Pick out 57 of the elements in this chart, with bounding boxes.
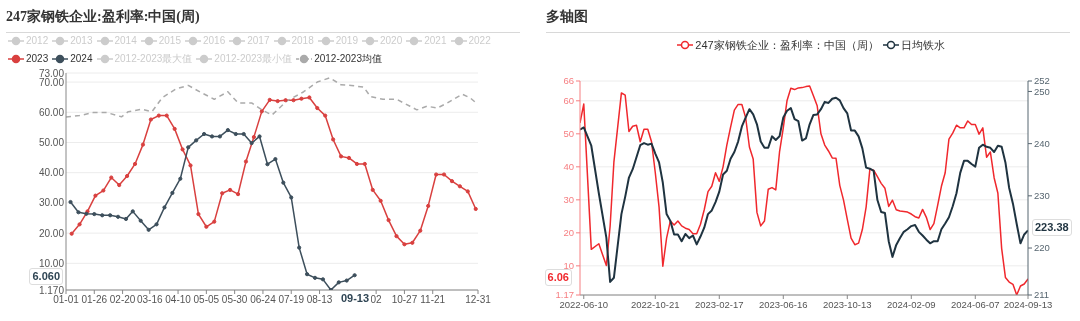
y-tick-label: 50: [563, 128, 574, 140]
x-tick-label: 2024-02-09: [886, 298, 936, 310]
x-tick-label: 10-27: [391, 294, 418, 306]
x-tick-label: 01-01: [53, 294, 80, 306]
legend-label: 247家钢铁企业：盈利率：中国（周）: [695, 38, 879, 52]
x-tick-label: 03-16: [136, 294, 163, 306]
y-tick-label: 20.00: [38, 227, 65, 239]
x-tick-label: 2024-06-07: [950, 298, 1000, 310]
y-tick-label: 70.00: [38, 76, 65, 88]
y-tick-label: 30.00: [38, 197, 65, 209]
y2-tick-label: 240: [1034, 138, 1050, 150]
y-tick-label: 40.00: [38, 167, 65, 179]
x-tick-label: 2023-02-17: [694, 298, 744, 310]
legend-label: 日均铁水: [900, 38, 945, 52]
y-tick-label: 30: [563, 194, 574, 206]
x-tick-label: 12-31: [465, 294, 492, 306]
x-tick-label: 05-05: [193, 294, 220, 306]
x-tick-label: 11-21: [420, 294, 446, 306]
y2-tick-label: 211: [1034, 289, 1050, 301]
y-tick-label: 50.00: [38, 137, 65, 149]
x-tick-label: 2023-10-13: [822, 298, 872, 310]
chart-title: 247家钢铁企业:盈利率:中国(周): [6, 8, 520, 33]
y-tick-label: 1.170: [38, 284, 65, 296]
legend-label: 2024: [70, 52, 93, 66]
text: 6.060: [29, 268, 63, 285]
text: 6.06: [544, 269, 572, 286]
y-tick-label: 40: [563, 161, 574, 173]
chart-title: 多轴图: [546, 8, 1070, 33]
x-tick-label: 06-24: [250, 294, 277, 306]
y2-tick-label: 230: [1034, 190, 1050, 202]
y2-tick-label: 220: [1034, 242, 1050, 254]
y-tick-label: 10: [563, 260, 574, 272]
y-tick-label: 60: [563, 95, 574, 107]
x-tick-label: 2023-06-16: [758, 298, 808, 310]
text: 223.38: [1032, 219, 1072, 236]
x-tick-label: 01-26: [81, 294, 108, 306]
x-tick-label: 02: [370, 294, 383, 306]
x-tick-label: 02-20: [109, 294, 136, 306]
y-tick-label: 60.00: [38, 106, 65, 118]
x-tick-label: 2022-10-21: [630, 298, 680, 310]
x-tick-label: 05-30: [221, 294, 248, 306]
x-tick-label: 2024-09-13: [1003, 298, 1053, 310]
y2-tick-label: 252: [1034, 75, 1050, 87]
x-tick-label: 07-19: [278, 294, 305, 306]
y2-tick-label: 250: [1034, 85, 1050, 97]
legend-label: 2012-2023均值: [314, 52, 382, 66]
x-tick-label: 04-10: [165, 294, 192, 306]
x-tick-label: 08-13: [306, 294, 333, 306]
legend-label: 2023: [26, 52, 49, 66]
y-tick-label: 10.00: [38, 257, 65, 269]
y-tick-label: 73.00: [38, 67, 65, 79]
y-tick-label: 1.17: [555, 289, 574, 301]
y-tick-label: 20: [563, 227, 574, 239]
text: 09-13: [338, 291, 372, 306]
line-series: [66, 77, 478, 118]
x-tick-label: 2022-06-10: [559, 298, 609, 310]
y-tick-label: 66: [563, 75, 574, 87]
